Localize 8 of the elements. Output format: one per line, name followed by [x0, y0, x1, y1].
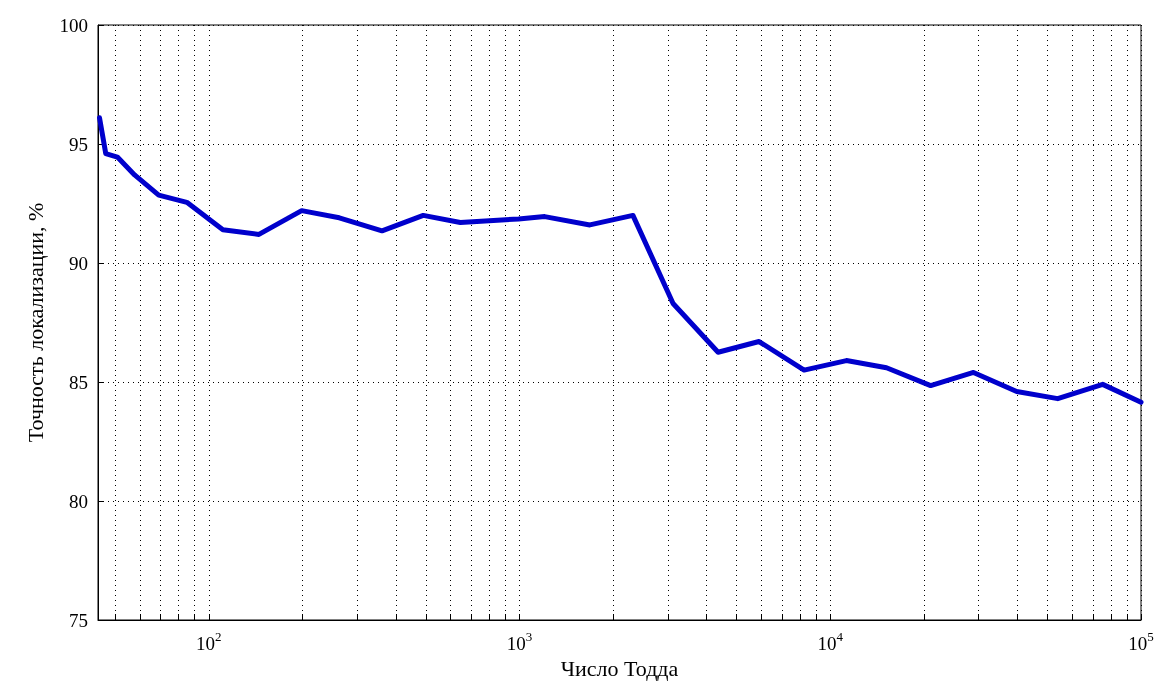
- x-axis-title: Число Тодда: [560, 656, 679, 682]
- y-tick-label: 80: [69, 490, 88, 512]
- y-tick-label: 100: [59, 14, 88, 36]
- y-tick-label: 95: [69, 133, 88, 155]
- y-tick-label: 75: [69, 609, 88, 631]
- y-axis-title: Точность локализации, %: [22, 202, 48, 443]
- y-tick-label: 85: [69, 371, 88, 393]
- y-tick-label: 90: [69, 252, 88, 274]
